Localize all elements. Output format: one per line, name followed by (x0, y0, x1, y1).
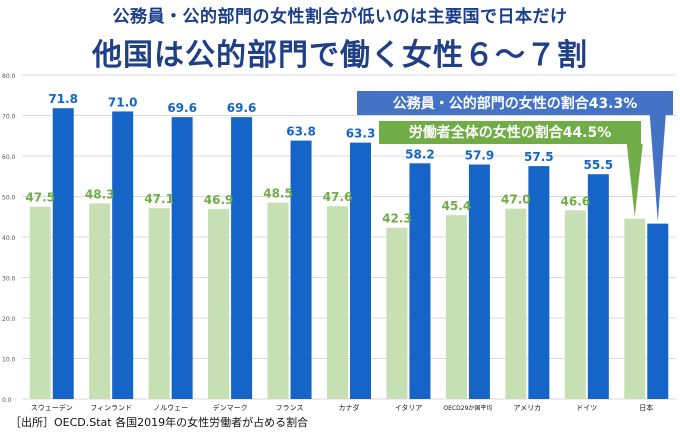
bar-public-sector (112, 111, 134, 399)
bar-public-sector (290, 140, 312, 400)
source-note: ［出所］OECD.Stat 各国2019年の女性労働者が占める割合 (10, 416, 309, 429)
data-label-all-workers: 48.3 (85, 187, 115, 201)
data-label-all-workers: 47.6 (323, 190, 353, 204)
bar-all-workers (29, 206, 51, 399)
callout-all-text: 労働者全体の女性の割合44.5% (409, 124, 612, 141)
bar-all-workers (89, 203, 111, 399)
chart-title: 他国は公的部門で働く女性６～７割 (92, 38, 588, 73)
bar-public-sector (52, 108, 74, 400)
x-category-label: アメリカ (514, 404, 542, 412)
data-label-public-sector: 71.0 (108, 95, 138, 109)
bar-public-sector (468, 164, 490, 399)
data-label-public-sector: 63.3 (346, 127, 376, 141)
data-label-public-sector: 69.6 (227, 101, 257, 115)
bar-public-sector (171, 117, 193, 400)
bar-all-workers (564, 210, 586, 399)
data-label-all-workers: 42.3 (382, 212, 412, 226)
data-label-public-sector: 55.5 (584, 158, 614, 172)
x-category-label: フィンランド (90, 404, 132, 412)
data-label-public-sector: 57.5 (524, 150, 554, 164)
x-category-label: ノルウェー (153, 404, 188, 412)
x-category-label: カナダ (339, 403, 360, 412)
data-label-public-sector: 58.2 (405, 147, 435, 161)
x-category-label: スウェーデン (31, 403, 73, 412)
data-label-all-workers: 45.4 (442, 199, 472, 213)
data-label-all-workers: 47.0 (501, 193, 531, 207)
y-tick-label: 30.0 (2, 276, 16, 283)
bar-all-workers (624, 218, 646, 399)
bar-all-workers (208, 209, 230, 399)
data-label-all-workers: 46.9 (204, 193, 234, 207)
bar-public-sector (231, 117, 253, 400)
data-label-all-workers: 46.6 (561, 194, 591, 208)
bar-all-workers (267, 202, 289, 399)
bar-all-workers (505, 208, 527, 399)
x-category-label: 日本 (639, 403, 653, 412)
y-tick-label: 70.0 (2, 114, 16, 121)
y-tick-label: 50.0 (2, 195, 16, 202)
y-tick-label: 80.0 (2, 73, 16, 80)
y-tick-label: 10.0 (2, 357, 16, 364)
data-label-all-workers: 48.5 (263, 187, 293, 201)
callout-all-box (379, 121, 641, 144)
data-label-public-sector: 71.8 (48, 92, 78, 106)
chart-subtitle: 公務員・公的部門の女性割合が低いのは主要国で日本だけ (112, 7, 568, 27)
bar-public-sector (350, 142, 371, 399)
bar-all-workers (148, 208, 170, 399)
bar-public-sector (647, 223, 669, 399)
bar-all-workers (386, 227, 408, 399)
bar-public-sector (587, 174, 609, 399)
bar-public-sector (528, 166, 550, 399)
data-label-public-sector: 57.9 (465, 149, 495, 163)
x-category-label: ドイツ (576, 404, 597, 412)
callout-public-pointer (649, 115, 666, 222)
bar-public-sector (409, 163, 431, 399)
data-label-all-workers: 47.1 (144, 192, 174, 206)
callout-public-box (357, 91, 673, 115)
y-tick-label: 20.0 (2, 316, 16, 323)
x-category-label: イタリア (395, 403, 423, 412)
data-label-public-sector: 69.6 (167, 101, 197, 115)
x-category-label: フランス (276, 404, 304, 412)
x-category-label: OECD29か国平均 (443, 404, 492, 412)
data-label-public-sector: 63.8 (286, 125, 316, 139)
y-tick-label: 40.0 (2, 235, 16, 242)
data-label-all-workers: 47.5 (25, 191, 55, 205)
y-tick-label: 60.0 (2, 154, 16, 161)
y-tick-label: 0.0 (2, 397, 12, 404)
bar-all-workers (445, 215, 467, 399)
x-category-label: デンマーク (213, 403, 248, 412)
callout-public-text: 公務員・公的部門の女性の割合43.3% (393, 95, 638, 112)
callout-all-pointer (626, 144, 643, 217)
bar-all-workers (327, 206, 348, 399)
